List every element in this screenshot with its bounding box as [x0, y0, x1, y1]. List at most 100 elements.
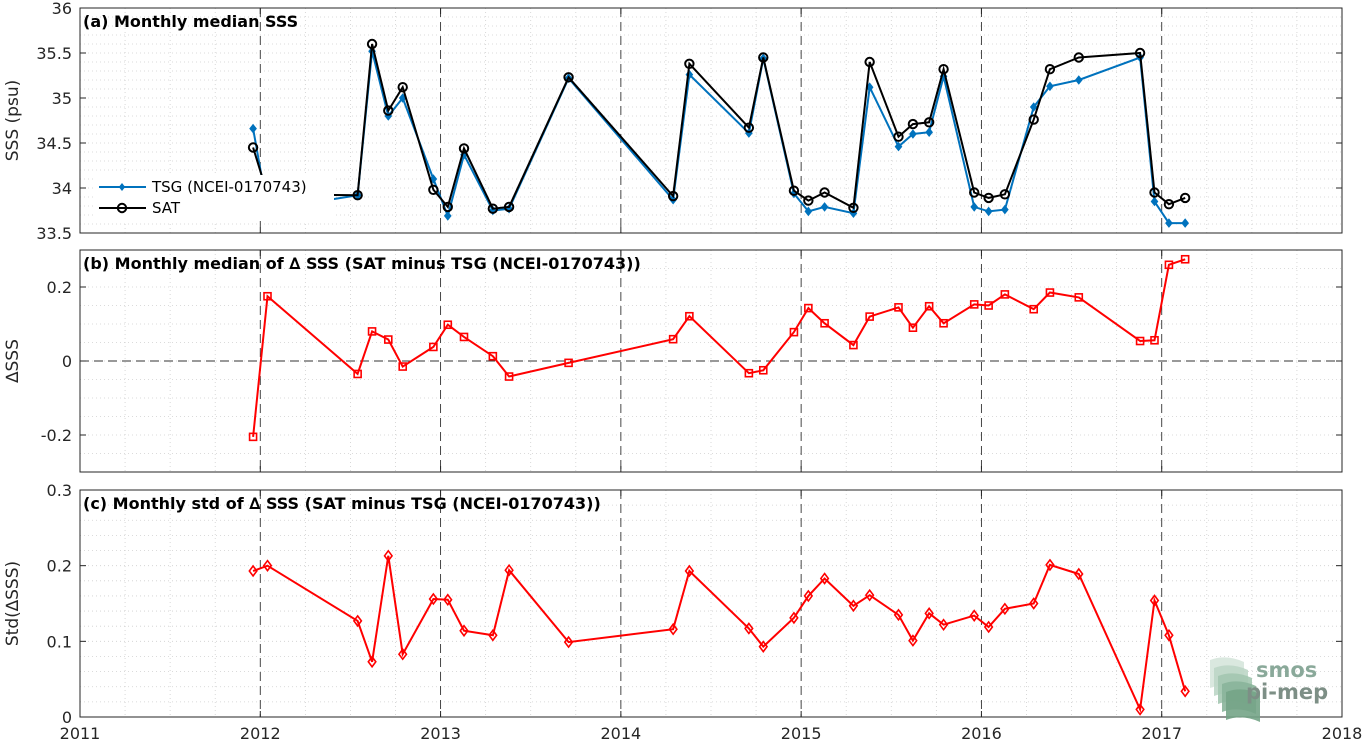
- data-point: [907, 118, 919, 130]
- data-point: [1073, 52, 1084, 63]
- y-tick-label: 0.1: [47, 632, 72, 651]
- data-point: [820, 202, 829, 212]
- data-point: [428, 184, 439, 196]
- data-point: [1135, 703, 1145, 716]
- y-tick-label: 34.5: [36, 134, 72, 153]
- data-point: [865, 312, 874, 321]
- data-point: [1150, 335, 1159, 345]
- data-point: [248, 564, 258, 578]
- data-point: [383, 105, 394, 116]
- data-point: [970, 202, 979, 212]
- data-point: [684, 564, 695, 578]
- data-point: [969, 609, 979, 622]
- legend: TSG (NCEI-0170743) SAT: [94, 175, 334, 221]
- data-point: [983, 192, 994, 204]
- data-point: [1165, 218, 1173, 228]
- legend-label: SAT: [152, 199, 181, 217]
- y-tick-label: 0.2: [47, 557, 72, 576]
- x-tick-label: 2014: [600, 724, 641, 743]
- data-point: [938, 64, 949, 75]
- data-point: [443, 593, 453, 607]
- data-point: [1074, 567, 1084, 581]
- data-point: [864, 56, 875, 68]
- series-line: [252, 258, 1186, 438]
- data-point: [983, 620, 994, 634]
- data-point: [744, 622, 754, 635]
- data-point: [1150, 196, 1159, 207]
- data-point: [397, 82, 408, 93]
- data-point: [1074, 293, 1084, 302]
- data-point: [939, 318, 948, 328]
- data-point: [803, 589, 814, 603]
- data-point: [820, 318, 829, 328]
- data-point: [685, 311, 694, 321]
- logo-text-smos: smos: [1256, 658, 1317, 682]
- data-point: [924, 607, 934, 620]
- data-point: [864, 588, 875, 602]
- series-line: [252, 43, 1186, 210]
- data-point: [504, 563, 514, 577]
- data-point: [909, 129, 917, 139]
- data-point: [563, 635, 574, 649]
- data-point: [969, 187, 980, 198]
- y-tick-label: -0.2: [41, 426, 72, 445]
- y-tick-label: 0.2: [47, 278, 72, 297]
- data-point: [1149, 594, 1160, 607]
- data-point: [1044, 64, 1056, 75]
- y-axis-label: SSS (psu): [3, 80, 23, 161]
- series-delta: [248, 549, 1190, 716]
- data-point: [849, 340, 858, 350]
- panel-b: -0.2 0 0.2 ∆SSS (b) Monthly median of ∆ SSS …: [3, 249, 1343, 473]
- data-point: [248, 432, 258, 442]
- series-sat: [247, 38, 1191, 214]
- panel-c: 0 0.1 0.2 0.3 2011 2012 2013 2014 2015 2016 2017 20…: [3, 481, 1362, 743]
- data-point: [667, 190, 679, 202]
- data-point: [908, 634, 918, 647]
- legend-marker: [116, 202, 128, 214]
- series-line: [252, 555, 1187, 714]
- data-point: [1179, 192, 1191, 204]
- panel-a: 33.5 34 34.5 35 35.5 36 SSS (psu) (a) Monthly m…: [3, 0, 1343, 243]
- x-tick-label: 2015: [781, 724, 822, 743]
- x-tick-label: 2018: [1322, 724, 1363, 743]
- data-point: [458, 143, 470, 154]
- data-point: [563, 72, 574, 83]
- data-point: [804, 303, 813, 313]
- data-point: [488, 628, 498, 642]
- data-point: [788, 185, 800, 196]
- data-point: [893, 608, 904, 622]
- data-point: [969, 300, 979, 309]
- x-tick-label: 2016: [961, 724, 1002, 743]
- data-point: [789, 327, 799, 337]
- data-point: [353, 369, 362, 379]
- data-point: [1164, 628, 1174, 642]
- data-point: [398, 362, 408, 371]
- data-point: [383, 335, 393, 344]
- data-point: [1149, 187, 1160, 198]
- panel-title: (c) Monthly std of ∆ SSS (SAT minus TSG …: [83, 494, 601, 513]
- data-point: [848, 599, 859, 613]
- data-point: [443, 320, 453, 330]
- data-point: [1029, 304, 1039, 314]
- data-point: [758, 52, 769, 63]
- axes-box: [79, 7, 1343, 234]
- data-point: [429, 342, 438, 352]
- data-point: [1135, 336, 1145, 346]
- data-point: [984, 206, 993, 217]
- data-point: [247, 142, 259, 153]
- data-point: [984, 301, 993, 310]
- series-delta: [248, 254, 1190, 442]
- y-tick-label: 33.5: [36, 224, 72, 243]
- data-point: [1046, 81, 1054, 92]
- y-tick-label: 35.5: [36, 44, 72, 63]
- data-point: [1028, 597, 1039, 610]
- data-point: [999, 189, 1011, 200]
- data-point: [758, 640, 769, 653]
- data-point: [1164, 260, 1174, 270]
- data-point: [1163, 199, 1175, 210]
- data-point: [1074, 75, 1083, 85]
- axes-box: [79, 489, 1343, 718]
- data-point: [894, 303, 903, 312]
- data-point: [1001, 204, 1009, 215]
